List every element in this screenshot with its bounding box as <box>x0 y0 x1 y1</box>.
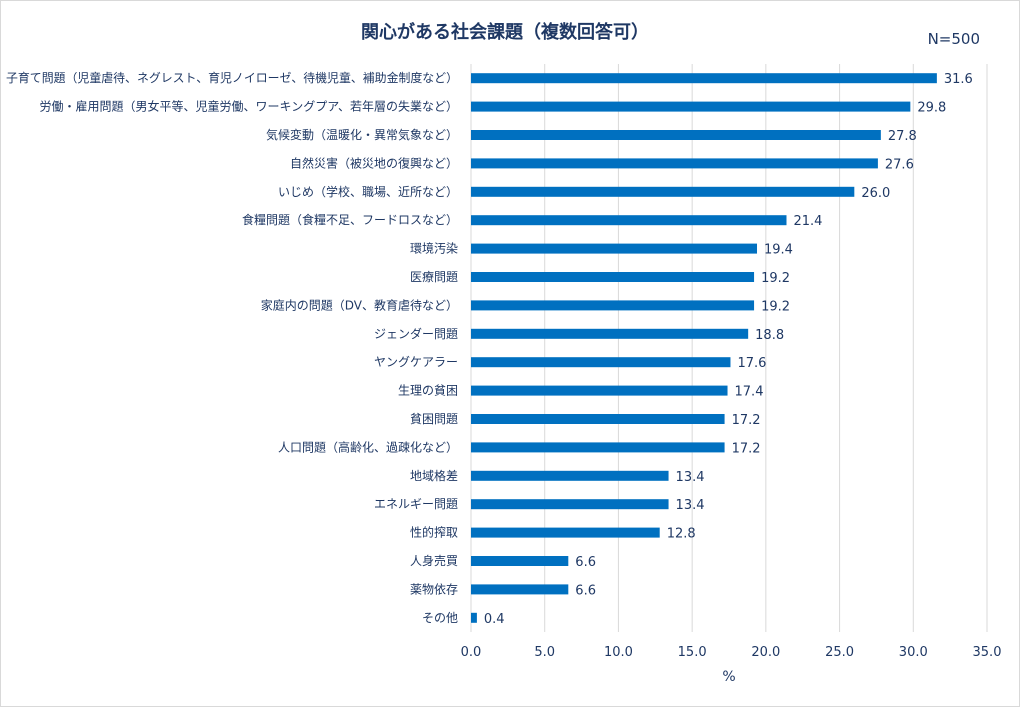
x-tick-label: 35.0 <box>973 645 1002 660</box>
chart-title: 関心がある社会課題（複数回答可） <box>361 22 649 43</box>
category-label: 環境汚染 <box>410 241 458 256</box>
bar <box>471 556 569 566</box>
value-label: 12.8 <box>667 527 696 542</box>
gridlines <box>470 64 988 632</box>
bar <box>471 414 725 424</box>
x-tick-labels: 0.0 5.0 10.0 15.0 20.0 25.0 30.0 35.0 <box>461 645 1002 660</box>
value-label: 21.4 <box>793 214 822 229</box>
bar <box>471 158 878 169</box>
value-label: 13.4 <box>676 470 705 485</box>
value-label: 19.2 <box>761 271 790 286</box>
bar <box>471 612 477 623</box>
bar <box>471 130 881 140</box>
value-label: 17.6 <box>737 356 766 371</box>
bar <box>471 300 755 311</box>
bars <box>471 73 937 623</box>
value-label: 27.8 <box>888 129 917 144</box>
bar <box>471 215 787 226</box>
category-label: 薬物依存 <box>410 581 458 596</box>
bar <box>471 584 569 595</box>
category-label: 人身売買 <box>410 553 458 568</box>
category-label: 家庭内の問題（DV、教育虐待など） <box>261 297 458 312</box>
category-label: エネルギー問題 <box>374 497 458 511</box>
bar <box>471 73 937 84</box>
category-labels: 子育て問題（児童虐待、ネグレスト、育児ノイローゼ、待機児童、補助金制度など） 労働… <box>6 70 458 625</box>
bar <box>471 101 911 112</box>
x-tick-label: 25.0 <box>825 645 854 660</box>
category-label: 貧困問題 <box>410 412 458 426</box>
bar <box>471 527 660 538</box>
value-label: 19.2 <box>761 299 790 314</box>
x-tick-label: 5.0 <box>534 645 555 660</box>
x-tick-label: 20.0 <box>751 645 780 660</box>
category-label: 労働・雇用問題（男女平等、児童労働、ワーキングプア、若年層の失業など） <box>40 99 458 114</box>
bar <box>471 272 755 282</box>
value-label: 31.6 <box>944 72 973 87</box>
value-label: 29.8 <box>917 101 946 116</box>
x-axis-title: % <box>722 669 735 685</box>
value-label: 19.4 <box>764 243 793 258</box>
category-label: 医療問題 <box>410 270 458 284</box>
category-label: 人口問題（高齢化、過疎化など） <box>278 439 458 454</box>
bar <box>471 328 749 339</box>
category-label: 生理の貧困 <box>398 384 458 398</box>
x-tick-label: 0.0 <box>461 645 482 660</box>
category-label: 気候変動（温暖化・異常気象など） <box>266 127 458 142</box>
bar <box>471 470 669 481</box>
bar <box>471 442 725 453</box>
bar <box>471 243 758 254</box>
category-label: 食糧問題（食糧不足、フードロスなど） <box>242 212 458 227</box>
category-label: ジェンダー問題 <box>374 326 458 341</box>
x-tick-label: 15.0 <box>678 645 707 660</box>
bar <box>471 186 855 197</box>
value-labels: 31.6 29.827.8 27.6 26.0 21.419.4 19.2 19.2 18.8… <box>484 72 973 627</box>
x-tick-label: 30.0 <box>899 645 928 660</box>
category-label: 性的搾取 <box>410 525 458 540</box>
bar <box>471 357 731 368</box>
x-tick-label: 10.0 <box>604 645 633 660</box>
category-label: 自然災害（被災地の復興など） <box>290 155 458 170</box>
value-label: 17.4 <box>735 385 764 400</box>
value-label: 18.8 <box>755 328 784 343</box>
sample-size-note: N=500 <box>927 30 980 48</box>
category-label: 地域格差 <box>410 468 458 483</box>
value-label: 6.6 <box>575 555 596 570</box>
value-label: 17.2 <box>732 413 761 428</box>
bar <box>471 499 669 510</box>
value-label: 6.6 <box>575 583 596 598</box>
value-label: 0.4 <box>484 612 505 627</box>
value-label: 26.0 <box>861 186 890 201</box>
value-label: 17.2 <box>732 441 761 456</box>
category-label: その他 <box>422 611 458 625</box>
category-label: ヤングケアラー <box>374 355 458 369</box>
category-label: いじめ（学校、職場、近所など） <box>278 184 458 199</box>
bar <box>471 385 728 396</box>
category-label: 子育て問題（児童虐待、ネグレスト、育児ノイローゼ、待機児童、補助金制度など） <box>6 70 458 85</box>
value-label: 27.6 <box>885 157 914 172</box>
value-label: 13.4 <box>676 498 705 513</box>
